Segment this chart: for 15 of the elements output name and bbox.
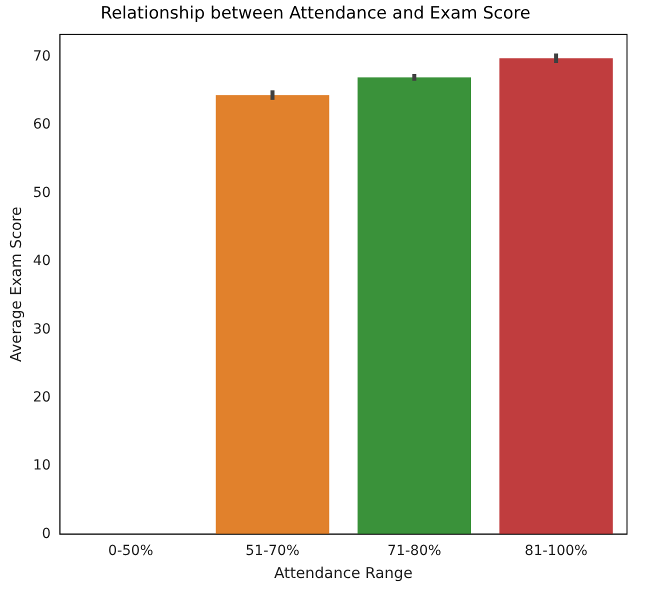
y-tick-label: 30	[32, 321, 51, 338]
chart-title: Relationship between Attendance and Exam Score	[100, 4, 530, 24]
x-axis-title: Attendance Range	[274, 564, 413, 582]
y-axis-title: Average Exam Score	[6, 206, 25, 362]
y-tick-label: 70	[32, 48, 51, 65]
y-tick-label: 10	[32, 458, 51, 474]
y-tick-label: 0	[42, 526, 51, 542]
x-tick-label: 51-70%	[246, 543, 300, 560]
y-tick-label: 40	[32, 253, 51, 270]
y-tick-label: 50	[32, 184, 51, 201]
x-tick-label: 0-50%	[108, 543, 154, 560]
y-tick-label: 20	[32, 389, 51, 406]
x-tick-label: 71-80%	[387, 543, 442, 560]
x-tick-label: 81-100%	[524, 543, 588, 560]
y-tick-label: 60	[32, 116, 51, 133]
